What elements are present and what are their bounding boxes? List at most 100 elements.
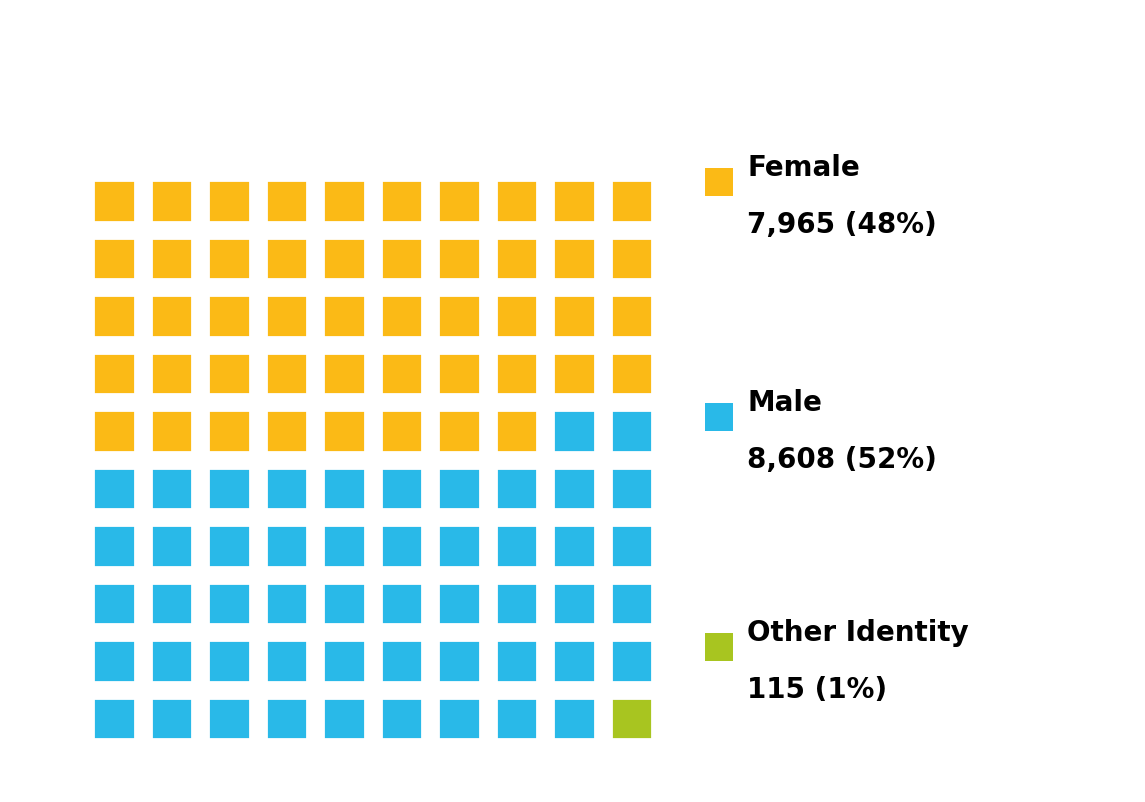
- Bar: [496, 640, 537, 682]
- Text: 115 (1%): 115 (1%): [747, 675, 887, 703]
- Bar: [380, 583, 423, 624]
- Bar: [93, 583, 134, 624]
- Bar: [553, 525, 594, 567]
- Text: Other Identity: Other Identity: [747, 618, 969, 646]
- Bar: [553, 180, 594, 222]
- Bar: [610, 353, 652, 395]
- Bar: [150, 180, 192, 222]
- Bar: [323, 468, 364, 509]
- Bar: [266, 583, 307, 624]
- Bar: [266, 296, 307, 337]
- Bar: [323, 238, 364, 280]
- Bar: [439, 238, 480, 280]
- Bar: [496, 180, 537, 222]
- Bar: [553, 468, 594, 509]
- Bar: [439, 353, 480, 395]
- Bar: [208, 698, 250, 739]
- Bar: [553, 353, 594, 395]
- Bar: [496, 411, 537, 452]
- Bar: [266, 640, 307, 682]
- Bar: [610, 583, 652, 624]
- Bar: [150, 468, 192, 509]
- Bar: [323, 180, 364, 222]
- Bar: [208, 411, 250, 452]
- Bar: [150, 238, 192, 280]
- Bar: [266, 180, 307, 222]
- Bar: [439, 468, 480, 509]
- Bar: [93, 468, 134, 509]
- Bar: [705, 168, 733, 196]
- Bar: [496, 468, 537, 509]
- Text: Male: Male: [747, 388, 822, 416]
- Bar: [323, 583, 364, 624]
- Bar: [496, 698, 537, 739]
- Bar: [266, 698, 307, 739]
- Bar: [496, 296, 537, 337]
- Bar: [380, 353, 423, 395]
- Bar: [610, 296, 652, 337]
- Bar: [208, 640, 250, 682]
- Bar: [380, 411, 423, 452]
- Bar: [208, 583, 250, 624]
- Bar: [496, 583, 537, 624]
- Bar: [150, 353, 192, 395]
- Bar: [610, 411, 652, 452]
- Bar: [610, 640, 652, 682]
- Bar: [150, 583, 192, 624]
- Bar: [380, 180, 423, 222]
- Bar: [380, 525, 423, 567]
- Bar: [610, 180, 652, 222]
- Bar: [93, 411, 134, 452]
- Bar: [439, 640, 480, 682]
- Bar: [553, 640, 594, 682]
- Bar: [610, 525, 652, 567]
- Bar: [266, 468, 307, 509]
- Bar: [323, 525, 364, 567]
- Bar: [610, 238, 652, 280]
- Text: 8,608 (52%): 8,608 (52%): [747, 445, 937, 473]
- Bar: [380, 296, 423, 337]
- Bar: [208, 238, 250, 280]
- Bar: [93, 698, 134, 739]
- Bar: [150, 525, 192, 567]
- Bar: [150, 411, 192, 452]
- Bar: [439, 296, 480, 337]
- Bar: [93, 180, 134, 222]
- Bar: [496, 525, 537, 567]
- Bar: [496, 238, 537, 280]
- Bar: [208, 180, 250, 222]
- Bar: [380, 468, 423, 509]
- Bar: [266, 238, 307, 280]
- Bar: [323, 411, 364, 452]
- Bar: [266, 411, 307, 452]
- Bar: [553, 698, 594, 739]
- Bar: [323, 640, 364, 682]
- Bar: [93, 238, 134, 280]
- Bar: [380, 238, 423, 280]
- Bar: [705, 634, 733, 661]
- Bar: [208, 525, 250, 567]
- Bar: [380, 698, 423, 739]
- Bar: [93, 353, 134, 395]
- Bar: [705, 403, 733, 431]
- Bar: [150, 698, 192, 739]
- Bar: [553, 238, 594, 280]
- Bar: [266, 353, 307, 395]
- Text: Female: Female: [747, 154, 860, 182]
- Bar: [150, 296, 192, 337]
- Bar: [610, 698, 652, 739]
- Bar: [93, 296, 134, 337]
- Bar: [208, 468, 250, 509]
- Bar: [439, 180, 480, 222]
- Bar: [150, 640, 192, 682]
- Bar: [93, 525, 134, 567]
- Bar: [380, 640, 423, 682]
- Bar: [553, 411, 594, 452]
- Bar: [323, 698, 364, 739]
- Bar: [93, 640, 134, 682]
- Bar: [208, 353, 250, 395]
- Bar: [208, 296, 250, 337]
- Bar: [496, 353, 537, 395]
- Bar: [553, 296, 594, 337]
- Bar: [553, 583, 594, 624]
